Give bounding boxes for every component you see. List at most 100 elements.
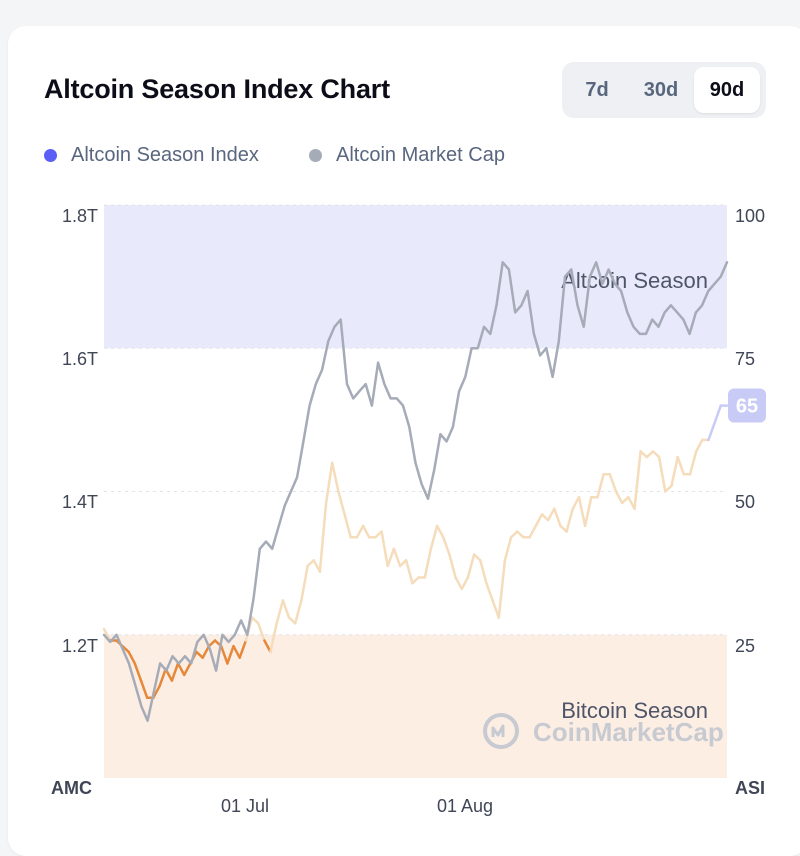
asi-segment: [688, 450, 698, 476]
asi-segment: [509, 530, 519, 539]
asi-segment: [293, 599, 303, 625]
asi-segment: [102, 627, 112, 642]
asi-segment: [577, 495, 587, 528]
asi-segment: [571, 495, 581, 510]
altcoin-season-label: Altcoin Season: [561, 268, 708, 293]
asi-segment: [614, 490, 624, 505]
asi-segment: [620, 495, 630, 505]
asi-segment: [201, 644, 211, 659]
asi-segment: [460, 576, 470, 591]
asi-segment: [386, 547, 396, 568]
asi-segment: [479, 559, 488, 585]
bitcoin-season-region: [104, 634, 727, 778]
asi-segment: [423, 547, 433, 579]
asi-segment: [127, 650, 137, 665]
asi-segment: [226, 644, 235, 665]
asi-segment: [534, 513, 544, 528]
bitcoin-season-label: Bitcoin Season: [561, 698, 708, 723]
asi-segment: [553, 507, 562, 528]
legend-dot-icon: [44, 149, 57, 162]
asi-segment: [503, 536, 513, 562]
asi-segment: [694, 438, 704, 453]
asi-segment: [195, 650, 204, 659]
asi-segment: [182, 662, 192, 677]
range-90d-button[interactable]: 90d: [694, 67, 760, 113]
asi-segment: [448, 553, 457, 579]
asi-segment: [238, 639, 248, 659]
range-selector: 7d 30d 90d: [562, 62, 766, 118]
asi-segment: [404, 559, 414, 585]
asi-segment: [540, 513, 550, 522]
asi-segment: [133, 662, 143, 682]
asi-segment: [670, 455, 679, 488]
asi-segment: [256, 622, 266, 642]
asi-segment: [343, 513, 352, 539]
asi-segment: [263, 639, 272, 654]
legend-altcoin-season-index[interactable]: Altcoin Season Index: [44, 144, 259, 167]
legend-label: Altcoin Season Index: [71, 144, 259, 166]
right-axis-tick: 75: [735, 349, 755, 369]
asi-segment: [380, 530, 389, 568]
left-axis-tick: 1.6T: [62, 349, 98, 369]
asi-segment: [281, 599, 291, 619]
asi-segment: [337, 490, 346, 516]
asi-segment: [497, 559, 507, 619]
asi-segment: [565, 507, 575, 533]
left-axis-tick: 1.2T: [62, 636, 98, 656]
asi-segment: [139, 679, 149, 700]
watermark-text: CoinMarketCap: [533, 717, 724, 747]
current-value-badge: 65: [728, 388, 766, 423]
asi-segment: [472, 553, 482, 562]
left-axis-tick: 1.8T: [62, 206, 98, 226]
right-axis-tick: 25: [735, 636, 755, 656]
asi-segment: [485, 581, 494, 602]
asi-segment: [639, 450, 649, 459]
asi-segment: [546, 507, 556, 522]
asi-segment: [355, 524, 365, 539]
range-7d-button[interactable]: 7d: [585, 79, 609, 101]
asi-segment: [158, 667, 167, 688]
right-axis-tick: 50: [735, 492, 755, 512]
asi-segment: [583, 495, 593, 528]
current-value-badge-text: 65: [736, 396, 758, 418]
x-axis-tick: 01 Aug: [437, 796, 493, 816]
asi-segment: [435, 524, 445, 539]
coinmarketcap-logo-icon: [483, 713, 519, 749]
asi-segment: [676, 455, 686, 476]
page-title: Altcoin Season Index Chart: [44, 74, 390, 104]
asi-segment: [207, 639, 217, 648]
gridlines: [104, 204, 727, 636]
asi-segment: [516, 530, 525, 539]
asi-segment: [306, 559, 315, 568]
asi-segment: [596, 473, 605, 499]
asi-segment: [528, 524, 538, 539]
asi-segment: [664, 484, 673, 493]
altcoin-season-chart[interactable]: Altcoin Season Bitcoin Season CoinMarket…: [0, 0, 800, 836]
asi-segment: [121, 644, 130, 654]
asi-segment: [466, 553, 476, 579]
left-axis-name: AMC: [51, 778, 92, 798]
asi-segment: [361, 524, 371, 539]
legend-altcoin-market-cap[interactable]: Altcoin Market Cap: [309, 144, 505, 167]
range-30d-button[interactable]: 30d: [643, 79, 679, 101]
asi-segment: [713, 404, 723, 424]
asi-segment: [232, 644, 241, 659]
asi-segment: [651, 450, 661, 459]
asi-segment: [330, 461, 340, 493]
altcoin-season-region: [104, 205, 727, 349]
altcoin-market-cap-line[interactable]: [102, 261, 729, 722]
legend-dot-icon: [309, 149, 322, 162]
asi-segment: [491, 599, 501, 619]
x-axis-tick: 01 Jul: [221, 796, 269, 816]
left-axis-tick: 1.4T: [62, 492, 98, 512]
asi-segment: [318, 501, 328, 573]
asi-segment: [411, 576, 420, 585]
right-axis-tick: 100: [735, 206, 765, 226]
asi-segment: [633, 450, 642, 510]
asi-segment: [275, 599, 285, 625]
asi-segment: [170, 662, 180, 682]
asi-segment: [429, 524, 439, 551]
asi-segment: [176, 662, 186, 677]
asi-segment: [300, 564, 309, 602]
asi-segment: [454, 576, 464, 591]
